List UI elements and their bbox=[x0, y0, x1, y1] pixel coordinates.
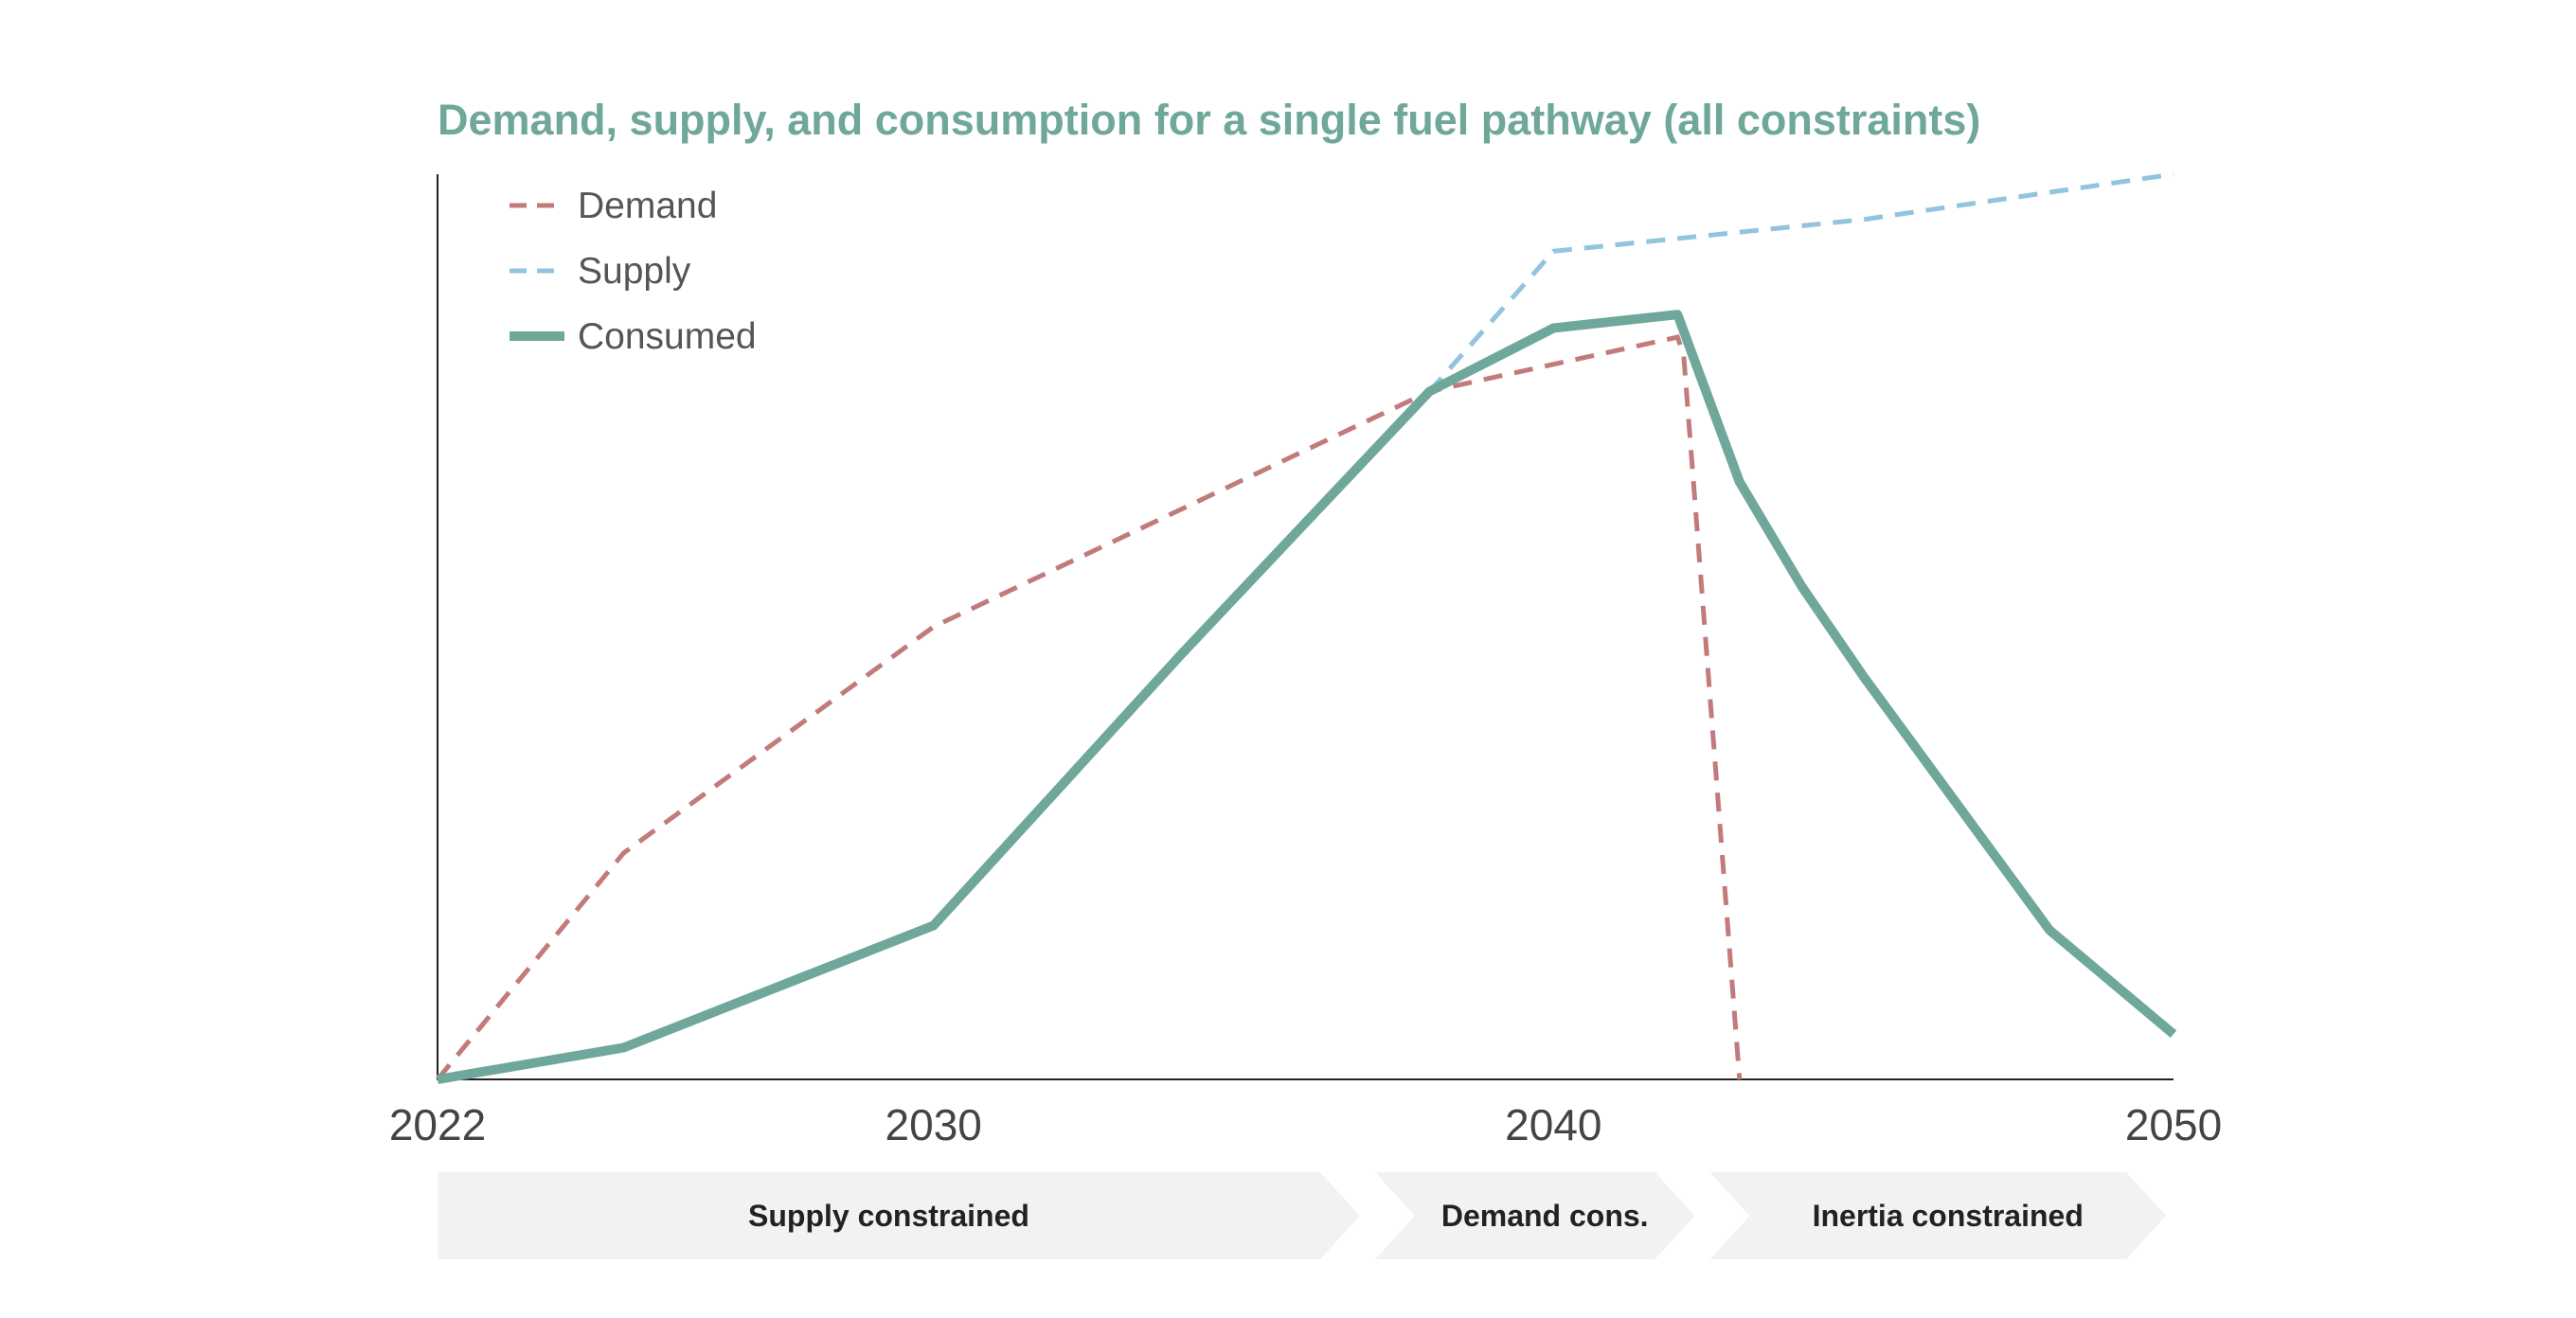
x-ticks: 2022 2030 2040 2050 bbox=[389, 1100, 2222, 1149]
phase-band-inertia-constrained bbox=[1709, 1172, 2166, 1259]
x-tick-label-2040: 2040 bbox=[1505, 1100, 1601, 1149]
series-line-demand bbox=[436, 334, 1743, 1081]
axes bbox=[437, 174, 2174, 1080]
phase-label-inertia-constrained: Inertia constrained bbox=[1813, 1199, 2084, 1233]
x-tick-label-2050: 2050 bbox=[2125, 1100, 2222, 1149]
series-line-consumed bbox=[437, 310, 2177, 1084]
phase-band-supply-constrained bbox=[438, 1172, 1360, 1259]
series-lines bbox=[436, 171, 2177, 1084]
legend: Demand Supply Consumed bbox=[510, 186, 757, 357]
x-tick-label-2030: 2030 bbox=[886, 1100, 982, 1149]
legend-label-consumed: Consumed bbox=[578, 316, 757, 357]
phase-label-supply-constrained: Supply constrained bbox=[748, 1199, 1029, 1233]
chart-title: Demand, supply, and consumption for a si… bbox=[438, 96, 1980, 144]
legend-label-demand: Demand bbox=[578, 186, 717, 226]
series-line-supply bbox=[437, 171, 2174, 1082]
legend-label-supply: Supply bbox=[578, 251, 691, 292]
phase-bands: Supply constrained Demand cons. Inertia co… bbox=[438, 1172, 2166, 1259]
phase-label-demand-cons: Demand cons. bbox=[1441, 1199, 1649, 1233]
x-tick-label-2022: 2022 bbox=[389, 1100, 486, 1149]
phase-band-demand-cons bbox=[1374, 1172, 1695, 1259]
